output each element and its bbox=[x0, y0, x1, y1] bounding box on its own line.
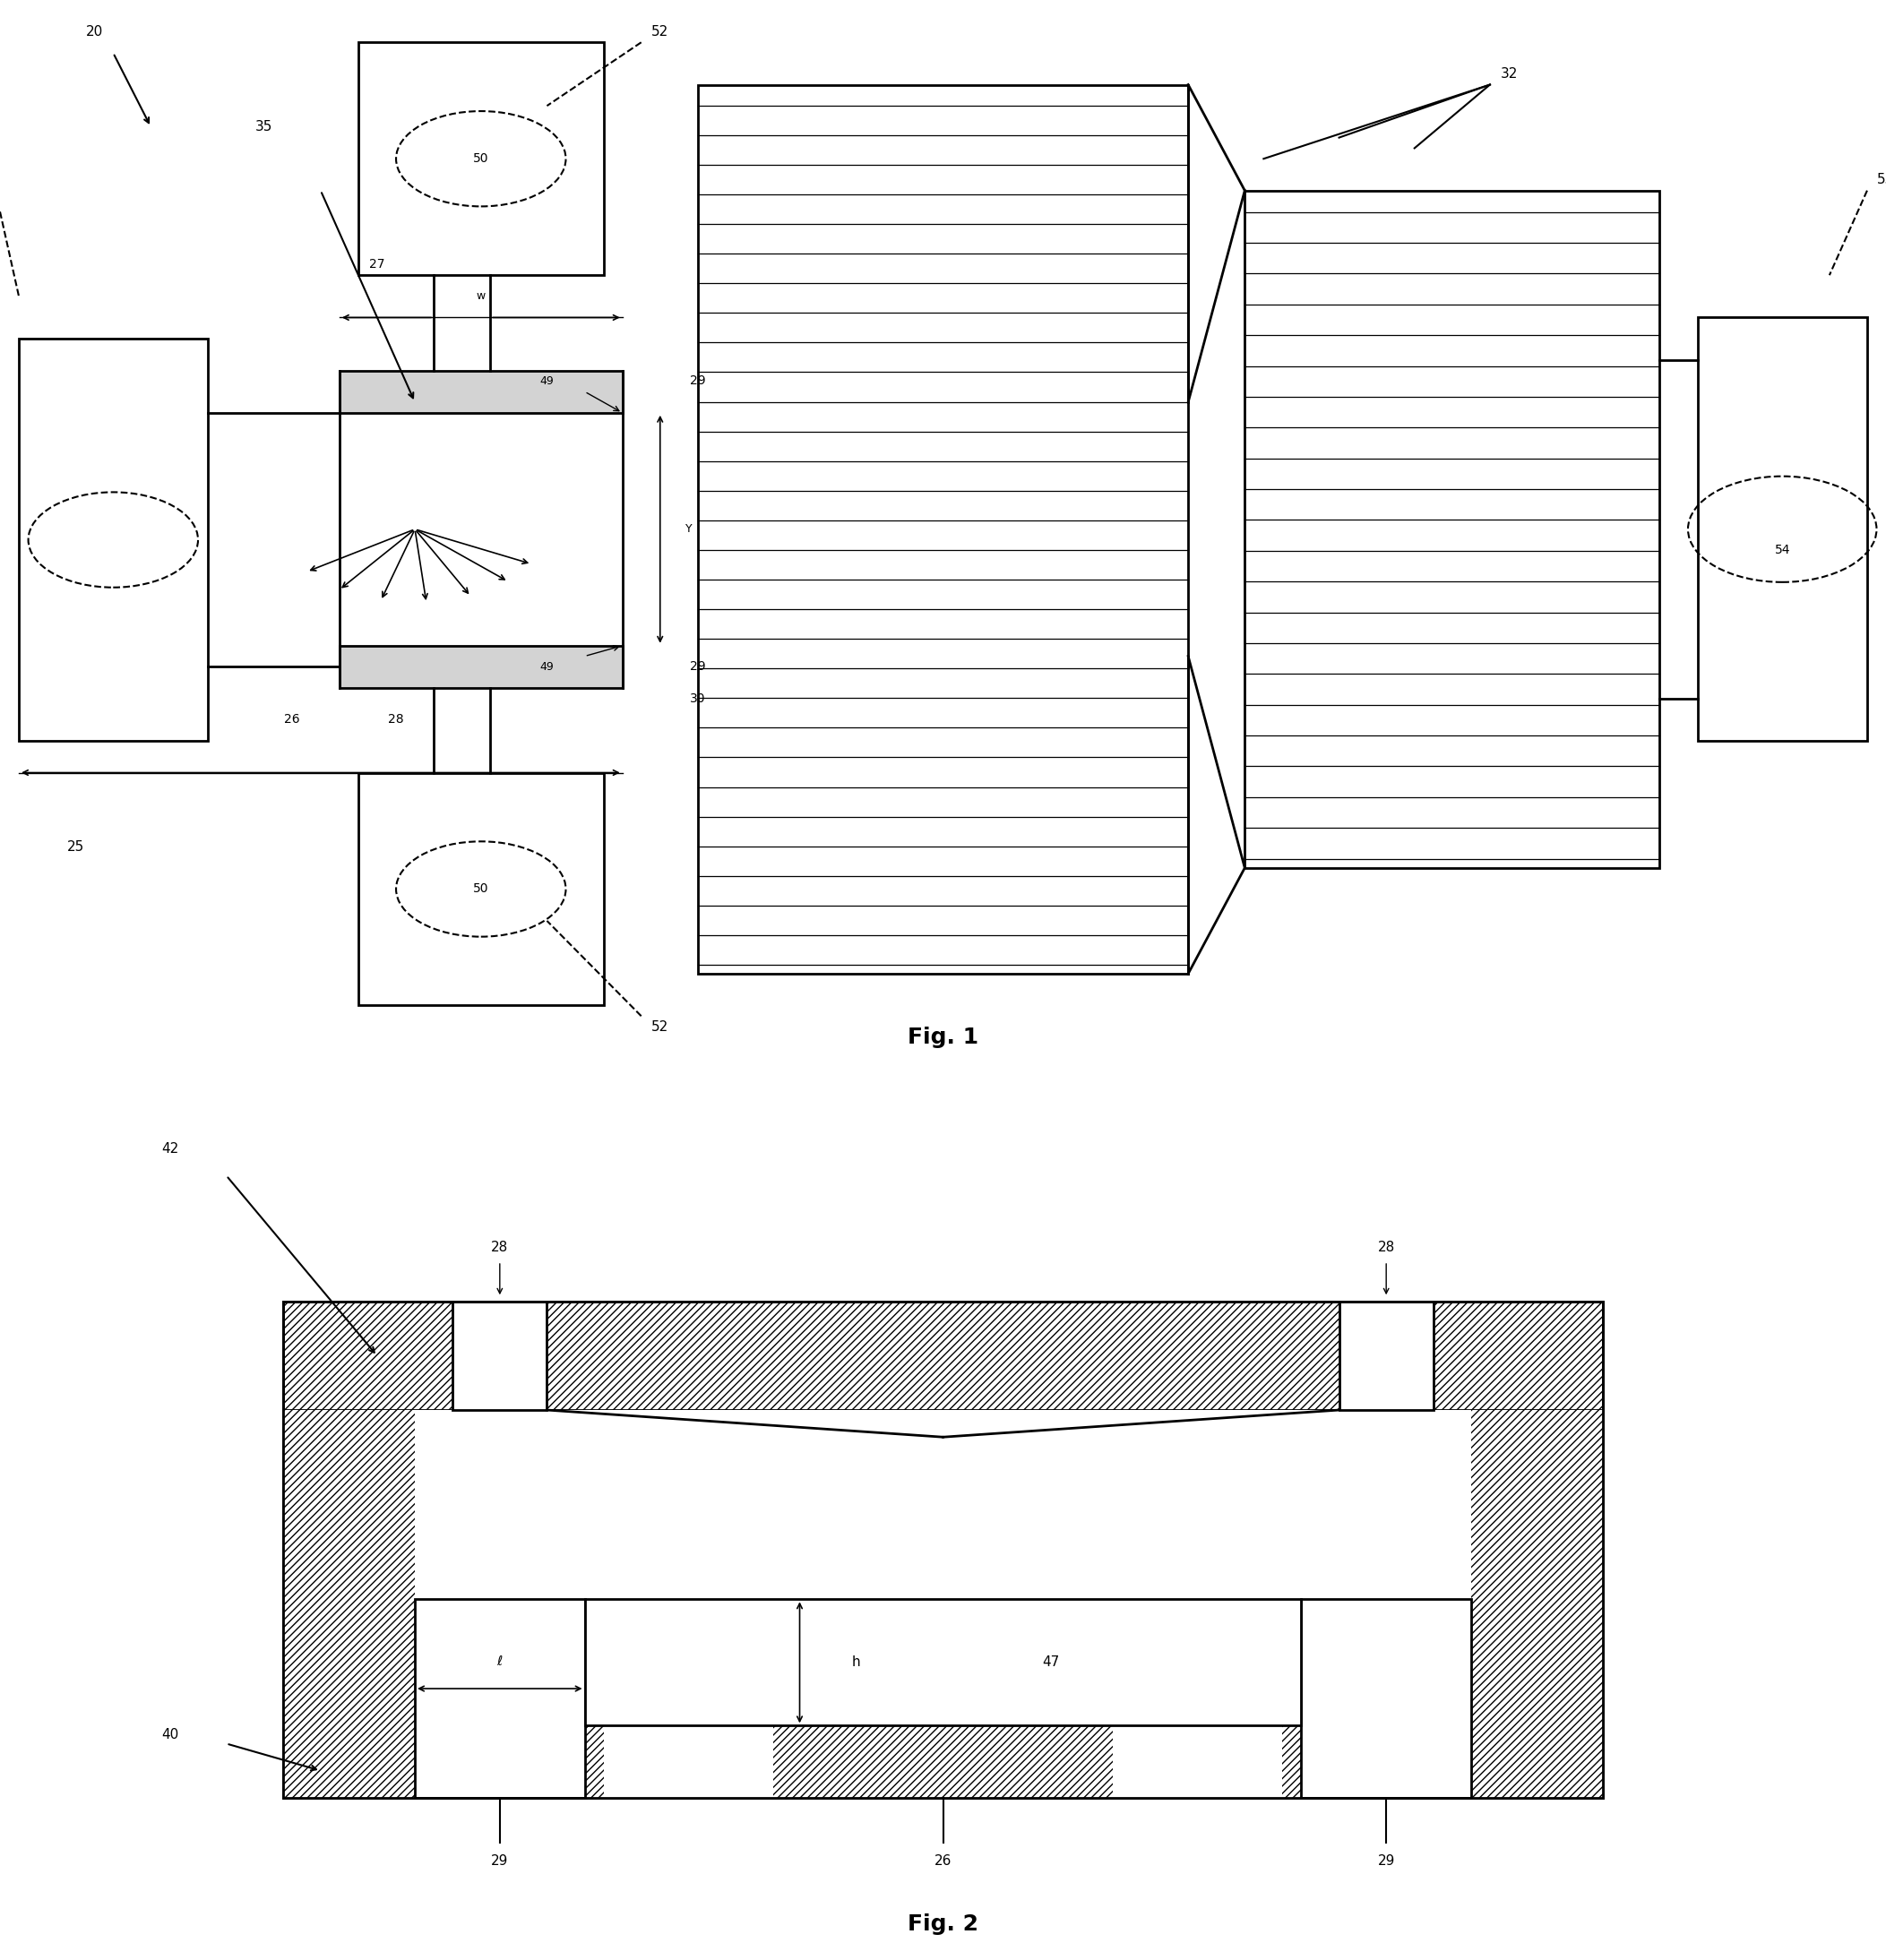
Text: 27: 27 bbox=[370, 259, 385, 270]
Text: 50: 50 bbox=[473, 882, 488, 896]
Text: 29: 29 bbox=[690, 374, 705, 388]
Text: 42: 42 bbox=[160, 1143, 179, 1154]
Text: 50: 50 bbox=[473, 153, 488, 165]
Text: 20: 20 bbox=[85, 25, 104, 39]
Bar bbox=[283, 1409, 415, 1797]
Bar bbox=[1282, 1725, 1471, 1797]
Bar bbox=[339, 370, 622, 414]
Text: Fig. 2: Fig. 2 bbox=[907, 1913, 979, 1935]
Bar bbox=[585, 1599, 1301, 1725]
Bar bbox=[339, 645, 622, 688]
Text: 47: 47 bbox=[1041, 1656, 1060, 1670]
Text: 40: 40 bbox=[160, 1729, 179, 1740]
Text: 55: 55 bbox=[1877, 172, 1886, 186]
Text: 52: 52 bbox=[651, 25, 670, 39]
Text: ℓ: ℓ bbox=[498, 1654, 502, 1668]
Bar bbox=[1471, 1409, 1603, 1797]
Text: 49: 49 bbox=[539, 374, 554, 386]
Text: 52: 52 bbox=[651, 1019, 670, 1033]
Text: Fig. 1: Fig. 1 bbox=[907, 1027, 979, 1049]
Bar bbox=[1245, 190, 1660, 868]
Bar bbox=[415, 1599, 585, 1797]
Text: h: h bbox=[852, 1656, 860, 1670]
Bar bbox=[1339, 1301, 1433, 1409]
Text: 28: 28 bbox=[490, 1241, 509, 1254]
Bar bbox=[698, 84, 1188, 974]
Text: 30: 30 bbox=[690, 692, 705, 706]
Bar bbox=[1301, 1599, 1471, 1797]
Text: 26: 26 bbox=[934, 1854, 952, 1868]
Bar bbox=[283, 1301, 1603, 1797]
Text: 54: 54 bbox=[1775, 545, 1790, 557]
Bar bbox=[1697, 318, 1867, 741]
Bar bbox=[415, 1725, 604, 1797]
Bar bbox=[19, 339, 207, 741]
Text: 25: 25 bbox=[66, 841, 85, 853]
Text: 28: 28 bbox=[1377, 1241, 1396, 1254]
Text: 29: 29 bbox=[1377, 1854, 1396, 1868]
Text: 29: 29 bbox=[690, 661, 705, 672]
Bar bbox=[415, 1409, 1471, 1797]
Text: 26: 26 bbox=[285, 713, 300, 725]
Text: 28: 28 bbox=[389, 713, 404, 725]
Bar bbox=[283, 1301, 1603, 1409]
Bar bbox=[283, 1301, 1603, 1797]
Bar bbox=[453, 1301, 547, 1409]
Text: Y: Y bbox=[685, 523, 692, 535]
Text: 32: 32 bbox=[1499, 67, 1518, 80]
Text: w: w bbox=[477, 290, 485, 302]
Text: 49: 49 bbox=[539, 661, 554, 672]
Bar bbox=[358, 43, 604, 274]
Bar bbox=[358, 772, 604, 1005]
Text: 35: 35 bbox=[255, 120, 273, 133]
Text: 29: 29 bbox=[490, 1854, 509, 1868]
Bar bbox=[773, 1725, 1113, 1797]
